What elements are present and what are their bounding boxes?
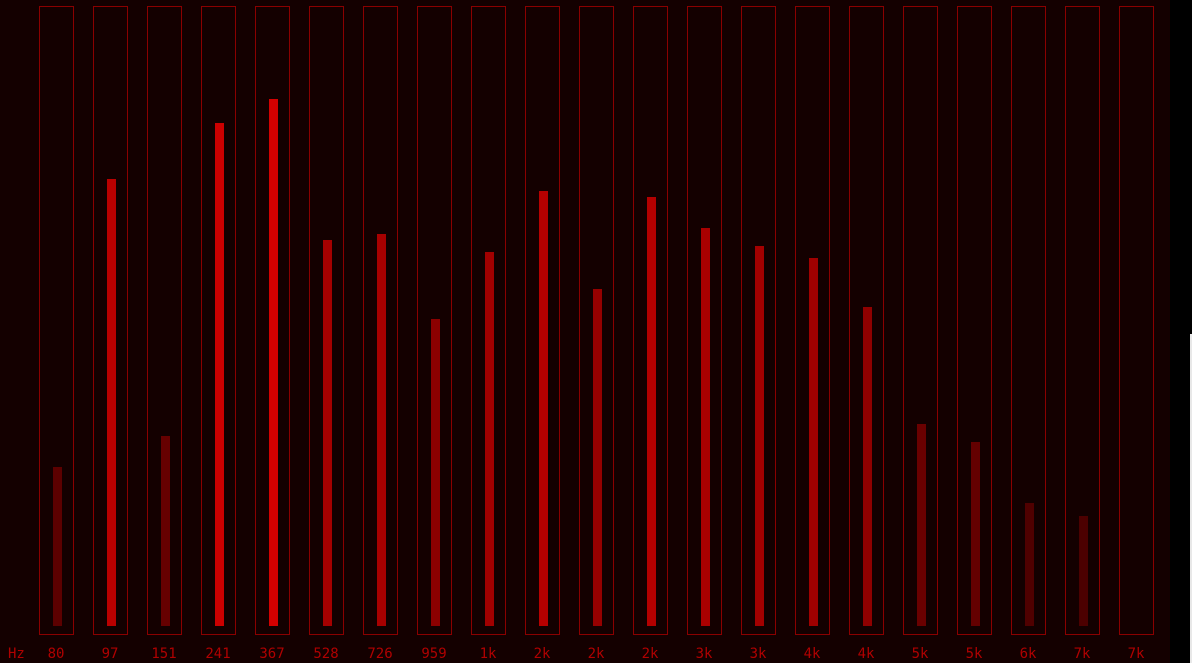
level-bar [323,240,332,626]
level-bar [107,179,116,626]
band-frame [849,6,884,635]
level-bar [701,228,710,626]
frequency-label: 528 [313,646,339,662]
frequency-label: 4k [857,646,875,662]
band-frame [903,6,938,635]
band-frame [201,6,236,635]
level-bar [1025,503,1034,626]
frequency-label: 3k [749,646,767,662]
frequency-label: 1k [479,646,497,662]
frequency-label: 5k [911,646,929,662]
frequency-label: 726 [367,646,393,662]
band-frame [795,6,830,635]
frequency-label: 80 [47,646,65,662]
frequency-label: 4k [803,646,821,662]
level-bar [539,191,548,626]
frequency-label: 5k [965,646,983,662]
frequency-label: 241 [205,646,231,662]
band-frame [1065,6,1100,635]
frequency-label: 367 [259,646,285,662]
level-bar [53,467,62,626]
level-bar [269,99,278,626]
band-frame [93,6,128,635]
hz-unit-label: Hz [8,646,25,662]
band-frame [579,6,614,635]
level-bar [971,442,980,626]
frequency-label: 959 [421,646,447,662]
frequency-label: 2k [533,646,551,662]
level-bar [809,258,818,626]
band-frame [957,6,992,635]
frequency-label: 97 [101,646,119,662]
band-frame [471,6,506,635]
level-bar [485,252,494,626]
frequency-label: 2k [641,646,659,662]
band-frame [1011,6,1046,635]
band-frame [687,6,722,635]
band-frame [741,6,776,635]
band-frame [633,6,668,635]
level-bar [377,234,386,626]
band-frame [147,6,182,635]
level-bar [647,197,656,626]
level-bar [593,289,602,626]
level-bar [161,436,170,626]
band-frame [417,6,452,635]
level-bar [215,123,224,626]
frequency-label: 151 [151,646,177,662]
band-frame [363,6,398,635]
band-frame [309,6,344,635]
band-frame [255,6,290,635]
band-frame [39,6,74,635]
level-bar [863,307,872,626]
band-frame [1119,6,1154,635]
level-bar [1079,516,1088,626]
level-bar [431,319,440,626]
frequency-label: 3k [695,646,713,662]
level-bar [755,246,764,626]
frequency-label: 7k [1127,646,1145,662]
band-frame [525,6,560,635]
window-edge [1190,334,1192,663]
frequency-label: 2k [587,646,605,662]
frequency-label: 6k [1019,646,1037,662]
frequency-label: 7k [1073,646,1091,662]
level-bar [917,424,926,626]
